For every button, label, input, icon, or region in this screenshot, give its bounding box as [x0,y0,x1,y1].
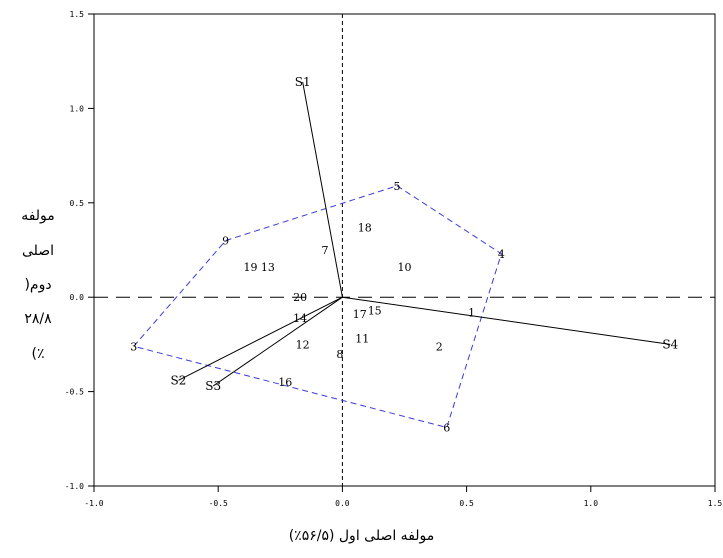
x-tick-label-4: 1.0 [584,499,599,508]
point-label-12: 12 [296,338,310,351]
point-label-17: 17 [353,308,367,321]
y-axis-label-line-3: دوم( [24,277,52,293]
vector-label-s2: S2 [171,373,187,387]
hull-polygon [133,185,502,429]
y-tick-label-5: 1.5 [70,10,85,19]
x-tick-label-1: -0.5 [209,499,228,508]
y-tick-label-0: -1.0 [65,482,84,491]
y-axis-label-line-2: اصلی [21,243,55,259]
vector-line-s4 [342,296,671,345]
y-tick-label-4: 1.0 [70,104,85,113]
vector-line-s2 [178,296,343,381]
x-tick-label-2: 0.0 [335,499,350,508]
y-tick-label-3: 0.5 [70,199,85,208]
y-axis-label-line-1: مولفه [21,208,55,224]
point-label-2: 2 [436,340,443,353]
point-label-20: 20 [293,291,307,304]
vector-label-s4: S4 [662,337,678,351]
point-label-5: 5 [394,180,401,193]
vector-label-s3: S3 [205,379,221,393]
point-label-4: 4 [498,248,505,261]
vector-label-s1: S1 [295,75,311,89]
point-label-10: 10 [398,261,412,274]
vector-line-s1 [302,81,343,298]
x-axis-label: مولفه اصلی اول (۵۶/۵٪) [288,528,435,544]
y-tick-label-1: -0.5 [65,388,84,397]
plot-frame [93,13,716,487]
point-label-19: 19 [243,261,257,274]
point-label-13: 13 [261,261,275,274]
point-label-1: 1 [468,306,475,319]
y-axis-label-line-5: ٪) [31,346,45,362]
point-label-3: 3 [130,340,137,353]
point-label-9: 9 [222,235,229,248]
y-axis-label-line-4: ۲۸/۸ [24,311,52,327]
point-label-18: 18 [358,221,372,234]
point-label-8: 8 [336,348,343,361]
point-label-16: 16 [278,376,292,389]
point-label-11: 11 [355,333,369,346]
y-tick-label-2: 0.0 [70,293,85,302]
point-label-7: 7 [322,244,329,257]
x-tick-label-0: -1.0 [84,499,103,508]
x-tick-label-5: 1.5 [708,499,723,508]
point-label-14: 14 [293,312,307,325]
point-label-15: 15 [368,304,382,317]
point-label-6: 6 [443,421,450,434]
vector-line-s3 [212,296,343,387]
x-tick-label-3: 0.5 [459,499,474,508]
